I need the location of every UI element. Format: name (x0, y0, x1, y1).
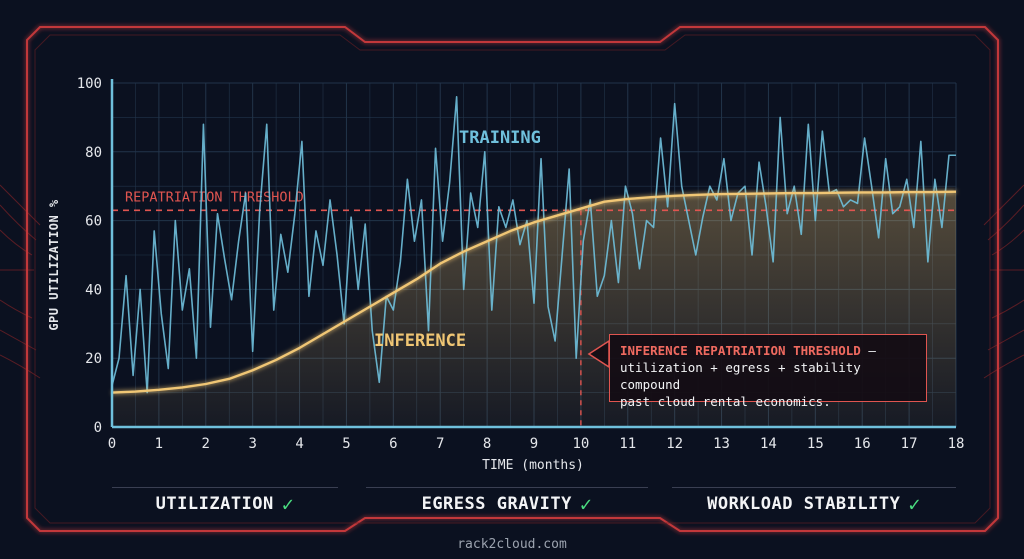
x-tick-label: 7 (436, 436, 444, 452)
y-tick-label: 40 (85, 282, 102, 298)
x-tick-label: 1 (155, 436, 163, 452)
callout-title: INFERENCE REPATRIATION THRESHOLD (620, 343, 861, 358)
x-tick-label: 9 (530, 436, 538, 452)
chart-axes (110, 79, 956, 429)
series-labels: TRAINING INFERENCE (374, 128, 541, 351)
y-tick-label: 100 (77, 76, 102, 92)
pillar-divider-2 (366, 487, 648, 488)
check-icon: ✓ (579, 492, 593, 516)
x-tick-label: 0 (108, 436, 116, 452)
callout-line-3: past cloud rental economics. (620, 394, 831, 409)
x-tick-label: 15 (807, 436, 824, 452)
pillar-divider-3 (672, 487, 956, 488)
pillar-label: WORKLOAD STABILITY (707, 494, 901, 514)
pillar-utilization: UTILIZATION ✓ (112, 484, 338, 524)
y-tick-label: 60 (85, 214, 102, 230)
inference-series-line (111, 190, 957, 394)
x-tick-label: 2 (202, 436, 210, 452)
pillars-row: UTILIZATION ✓ EGRESS GRAVITY ✓ WORKLOAD … (0, 484, 1024, 524)
threshold-callout: INFERENCE REPATRIATION THRESHOLD — utili… (609, 334, 927, 409)
callout-line-2: utilization + egress + stability compoun… (620, 360, 861, 392)
x-axis-label: TIME (months) (482, 458, 584, 473)
inner-frame (34, 34, 991, 524)
callout-dash: — (868, 343, 876, 358)
training-series-line (111, 95, 956, 394)
x-tick-label: 5 (342, 436, 350, 452)
footer-url: rack2cloud.com (457, 537, 567, 552)
threshold-label: REPATRIATION THRESHOLD (125, 189, 304, 205)
side-circuit-lines-left (0, 184, 41, 379)
x-tick-label: 3 (248, 436, 256, 452)
y-tick-label: 0 (94, 420, 102, 436)
check-icon: ✓ (908, 492, 921, 516)
x-tick-label: 10 (572, 436, 589, 452)
y-axis-label: GPU UTILIZATION % (47, 199, 61, 331)
outer-frame (26, 26, 999, 532)
x-tick-label: 4 (295, 436, 303, 452)
x-tick-label: 17 (901, 436, 918, 452)
check-icon: ✓ (281, 492, 295, 516)
y-tick-label: 20 (85, 351, 102, 367)
inference-label: INFERENCE (374, 331, 466, 351)
pillar-label: UTILIZATION (155, 494, 274, 514)
pillar-label: EGRESS GRAVITY (421, 494, 572, 514)
threshold-group: REPATRIATION THRESHOLD (112, 189, 956, 427)
x-tick-label: 18 (948, 436, 965, 452)
y-tick-label: 80 (85, 145, 102, 161)
x-tick-label: 11 (619, 436, 636, 452)
pillar-egress-gravity: EGRESS GRAVITY ✓ (366, 484, 648, 524)
x-tick-label: 8 (483, 436, 491, 452)
x-tick-label: 16 (854, 436, 871, 452)
x-tick-label: 14 (760, 436, 777, 452)
x-tick-label: 12 (666, 436, 683, 452)
pillar-workload-stability: WORKLOAD STABILITY ✓ (672, 484, 956, 524)
x-tick-label: 6 (389, 436, 397, 452)
side-circuit-lines-right (983, 184, 1024, 379)
x-tick-label: 13 (713, 436, 730, 452)
training-label: TRAINING (459, 128, 541, 148)
pillar-divider-1 (112, 487, 338, 488)
